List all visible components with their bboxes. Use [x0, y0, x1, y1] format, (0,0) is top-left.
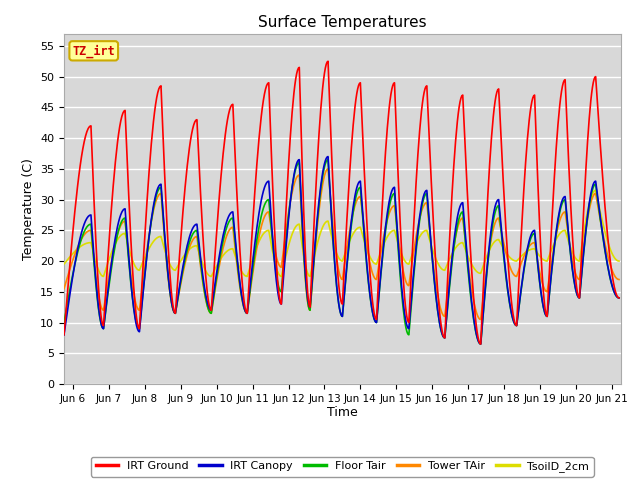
Title: Surface Temperatures: Surface Temperatures	[258, 15, 427, 30]
Text: TZ_irt: TZ_irt	[72, 44, 115, 58]
Legend: IRT Ground, IRT Canopy, Floor Tair, Tower TAir, TsoilD_2cm: IRT Ground, IRT Canopy, Floor Tair, Towe…	[91, 457, 594, 477]
X-axis label: Time: Time	[327, 407, 358, 420]
Y-axis label: Temperature (C): Temperature (C)	[22, 158, 35, 260]
